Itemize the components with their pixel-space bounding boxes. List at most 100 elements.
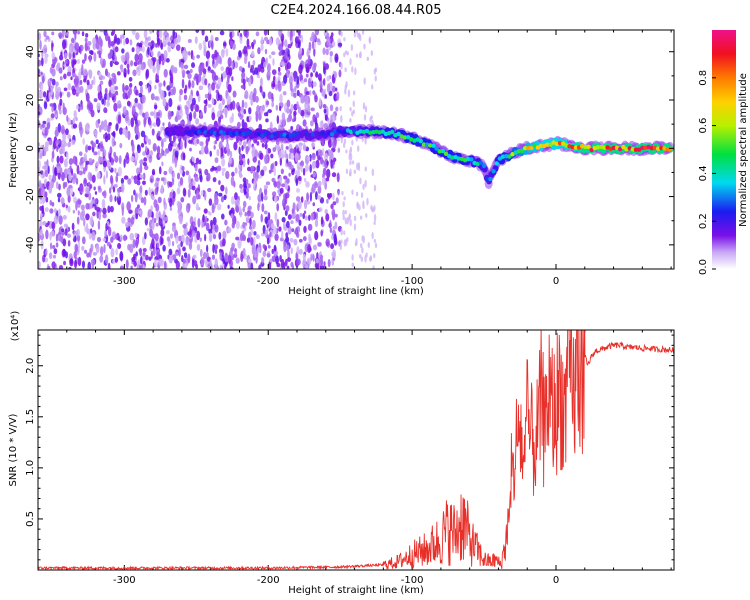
noise-blob — [132, 239, 136, 249]
noise-blob — [155, 203, 160, 212]
noise-blob — [261, 192, 264, 202]
y-tick-label: 40 — [25, 45, 36, 58]
noise-blob — [78, 151, 83, 157]
noise-blob — [58, 32, 63, 38]
noise-blob — [212, 167, 218, 171]
noise-blob — [219, 264, 223, 269]
y-tick-label: 1.5 — [25, 409, 36, 425]
noise-blob — [200, 64, 204, 72]
noise-blob — [297, 41, 301, 49]
ridge-core — [314, 131, 319, 137]
noise-blob — [359, 177, 362, 185]
noise-blob — [298, 238, 303, 243]
noise-blob — [163, 170, 168, 176]
noise-blob — [287, 214, 292, 220]
noise-blob — [115, 175, 119, 183]
noise-blob — [75, 230, 78, 237]
noise-blob — [364, 254, 367, 263]
noise-blob — [61, 228, 65, 233]
noise-blob — [272, 58, 275, 66]
noise-blob — [140, 256, 143, 265]
noise-blob — [280, 143, 284, 151]
noise-blob — [291, 264, 295, 269]
noise-blob — [276, 218, 280, 228]
noise-blob — [299, 212, 303, 217]
noise-blob — [296, 169, 301, 178]
noise-blob — [280, 168, 284, 175]
noise-blob — [246, 38, 250, 48]
noise-blob — [107, 38, 112, 49]
noise-blob — [167, 41, 171, 46]
noise-blob — [125, 259, 129, 269]
noise-blob — [267, 212, 271, 221]
noise-blob — [71, 222, 75, 231]
noise-blob — [64, 228, 68, 236]
noise-blob — [325, 177, 330, 182]
noise-blob — [49, 180, 54, 189]
noise-blob — [119, 142, 123, 149]
noise-blob — [288, 172, 291, 177]
x-tick-label: -200 — [257, 276, 280, 287]
noise-blob — [322, 167, 327, 176]
noise-blob — [144, 232, 147, 240]
noise-blob — [195, 203, 199, 211]
noise-blob — [271, 69, 277, 75]
noise-blob — [275, 104, 279, 111]
noise-blob — [310, 107, 315, 112]
noise-blob — [214, 196, 219, 206]
noise-blob — [182, 223, 187, 229]
noise-blob — [77, 256, 82, 267]
ridge-core — [339, 129, 344, 135]
noise-blob — [294, 36, 299, 44]
noise-blob — [330, 32, 334, 37]
noise-blob — [181, 70, 186, 75]
noise-blob — [103, 175, 106, 185]
noise-blob — [366, 197, 369, 206]
noise-blob — [54, 129, 59, 137]
noise-blob — [352, 100, 355, 108]
noise-blob — [58, 67, 63, 74]
noise-blob — [163, 260, 167, 269]
noise-blob — [318, 207, 323, 213]
noise-blob — [99, 57, 104, 66]
noise-blob — [244, 56, 248, 61]
noise-blob — [162, 218, 166, 227]
y-tick-label: 2.0 — [25, 358, 36, 374]
noise-blob — [177, 201, 181, 210]
noise-blob — [332, 201, 337, 206]
noise-blob — [187, 38, 192, 43]
noise-blob — [340, 227, 343, 236]
noise-blob — [227, 57, 232, 67]
noise-blob — [81, 209, 86, 218]
noise-blob — [175, 44, 181, 51]
noise-blob — [51, 51, 56, 60]
noise-blob — [229, 40, 234, 48]
colorbar-tick-label: 0.2 — [698, 213, 709, 229]
noise-blob — [286, 62, 292, 70]
noise-blob — [64, 251, 69, 259]
noise-blob — [163, 216, 168, 222]
noise-blob — [63, 142, 68, 147]
noise-blob — [302, 236, 307, 242]
noise-blob — [225, 66, 230, 76]
noise-blob — [115, 248, 118, 256]
noise-blob — [212, 177, 217, 183]
noise-blob — [172, 171, 175, 180]
noise-blob — [304, 95, 309, 105]
noise-blob — [49, 85, 55, 90]
noise-blob — [89, 201, 93, 209]
noise-blob — [352, 109, 356, 115]
noise-blob — [65, 128, 69, 136]
noise-blob — [89, 184, 93, 189]
noise-blob — [139, 174, 144, 179]
noise-blob — [283, 239, 287, 247]
noise-blob — [312, 90, 316, 95]
noise-blob — [135, 134, 139, 141]
noise-blob — [133, 253, 136, 261]
noise-blob — [292, 202, 296, 212]
noise-blob — [232, 90, 237, 98]
noise-blob — [317, 241, 322, 247]
noise-blob — [74, 243, 78, 253]
noise-blob — [140, 64, 145, 71]
noise-blob — [56, 155, 60, 164]
